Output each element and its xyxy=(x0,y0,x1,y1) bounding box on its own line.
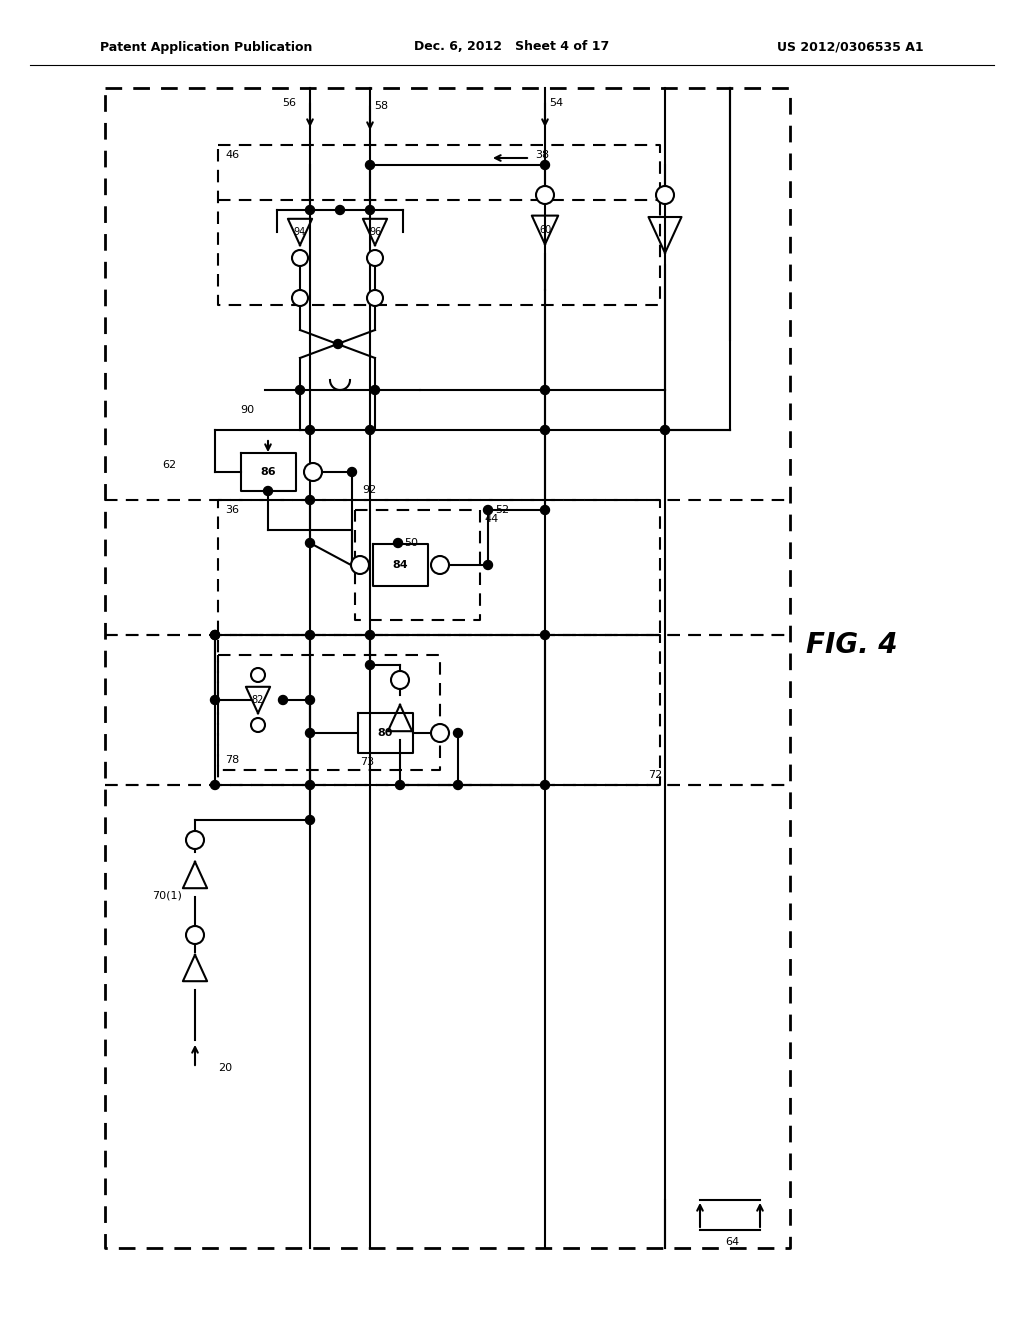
Text: 38: 38 xyxy=(535,150,549,160)
Circle shape xyxy=(541,161,550,169)
Text: 84: 84 xyxy=(392,560,408,570)
Text: 90: 90 xyxy=(240,405,254,414)
Circle shape xyxy=(305,631,314,639)
Circle shape xyxy=(656,186,674,205)
Circle shape xyxy=(296,385,304,395)
Text: 86: 86 xyxy=(260,467,275,477)
Text: 20: 20 xyxy=(218,1063,232,1073)
Text: FIG. 4: FIG. 4 xyxy=(806,631,898,659)
Text: 73: 73 xyxy=(360,756,374,767)
Circle shape xyxy=(305,425,314,434)
Text: 58: 58 xyxy=(374,102,388,111)
Circle shape xyxy=(366,425,375,434)
Circle shape xyxy=(541,385,550,395)
Text: 52: 52 xyxy=(495,506,509,515)
Circle shape xyxy=(263,487,272,495)
Circle shape xyxy=(305,729,314,738)
Text: 64: 64 xyxy=(725,1237,739,1247)
Text: 82: 82 xyxy=(252,696,264,705)
Circle shape xyxy=(541,425,550,434)
Circle shape xyxy=(336,206,344,214)
Circle shape xyxy=(211,631,219,639)
Circle shape xyxy=(391,671,409,689)
Circle shape xyxy=(483,561,493,569)
Circle shape xyxy=(305,539,314,548)
Circle shape xyxy=(454,729,463,738)
Circle shape xyxy=(366,161,375,169)
Text: 92: 92 xyxy=(362,484,376,495)
Circle shape xyxy=(305,495,314,504)
Circle shape xyxy=(366,660,375,669)
Circle shape xyxy=(347,467,356,477)
Circle shape xyxy=(541,506,550,515)
Circle shape xyxy=(334,339,342,348)
Circle shape xyxy=(211,780,219,789)
Circle shape xyxy=(366,206,375,214)
Circle shape xyxy=(371,385,380,395)
Circle shape xyxy=(279,696,288,705)
Text: 70(1): 70(1) xyxy=(152,890,182,900)
Circle shape xyxy=(367,290,383,306)
Text: Patent Application Publication: Patent Application Publication xyxy=(100,41,312,54)
Text: 62: 62 xyxy=(162,459,176,470)
Circle shape xyxy=(186,832,204,849)
Circle shape xyxy=(454,780,463,789)
Text: 46: 46 xyxy=(225,150,240,160)
Circle shape xyxy=(395,780,404,789)
Circle shape xyxy=(211,631,219,639)
Circle shape xyxy=(251,718,265,733)
Text: 72: 72 xyxy=(648,770,663,780)
Circle shape xyxy=(351,556,369,574)
Circle shape xyxy=(541,780,550,789)
Circle shape xyxy=(483,506,493,515)
Circle shape xyxy=(251,668,265,682)
Circle shape xyxy=(211,696,219,705)
Text: 36: 36 xyxy=(225,506,239,515)
Circle shape xyxy=(366,631,375,639)
Circle shape xyxy=(367,249,383,267)
Circle shape xyxy=(431,723,449,742)
Circle shape xyxy=(393,539,402,548)
Circle shape xyxy=(305,780,314,789)
Text: US 2012/0306535 A1: US 2012/0306535 A1 xyxy=(777,41,924,54)
Circle shape xyxy=(305,696,314,705)
Circle shape xyxy=(660,425,670,434)
Text: Dec. 6, 2012   Sheet 4 of 17: Dec. 6, 2012 Sheet 4 of 17 xyxy=(415,41,609,54)
Circle shape xyxy=(304,463,322,480)
Text: 50: 50 xyxy=(404,539,418,548)
Text: 94: 94 xyxy=(294,227,306,238)
Circle shape xyxy=(305,816,314,825)
Text: 78: 78 xyxy=(225,755,240,766)
Text: 80: 80 xyxy=(377,729,392,738)
Text: 44: 44 xyxy=(484,513,499,524)
Circle shape xyxy=(536,186,554,205)
Circle shape xyxy=(541,631,550,639)
Text: 96: 96 xyxy=(369,227,381,238)
Circle shape xyxy=(292,290,308,306)
Circle shape xyxy=(431,556,449,574)
Circle shape xyxy=(292,249,308,267)
Text: 54: 54 xyxy=(549,98,563,108)
Circle shape xyxy=(186,927,204,944)
Circle shape xyxy=(305,206,314,214)
Text: 60: 60 xyxy=(539,224,551,235)
Text: 56: 56 xyxy=(282,98,296,108)
